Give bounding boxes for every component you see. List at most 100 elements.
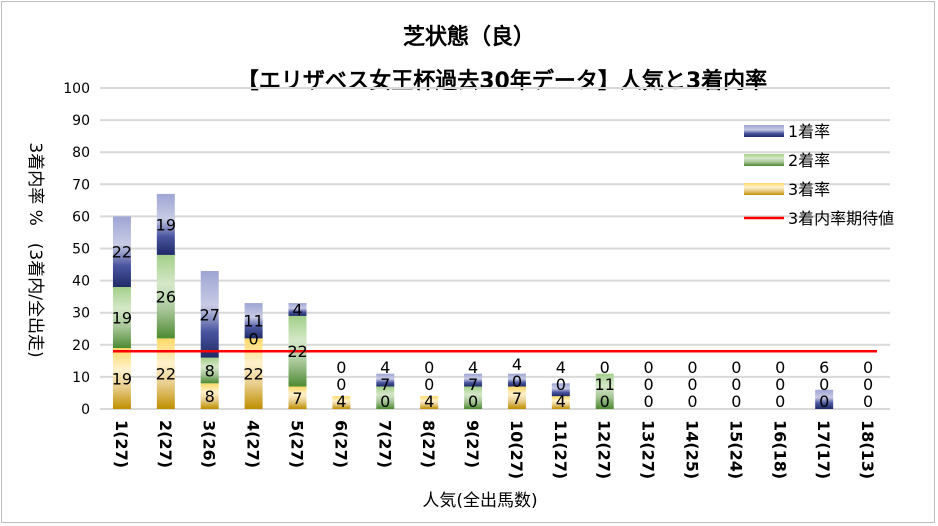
bar-segment-2: [112, 287, 131, 349]
data-label: 0: [731, 375, 741, 394]
legend-label: 1着率: [788, 122, 830, 141]
data-label: 22: [112, 243, 132, 262]
data-label: 0: [424, 375, 434, 394]
x-tick-label: 8(27): [419, 420, 438, 468]
x-tick-label: 12(27): [595, 420, 614, 479]
data-label: 7: [512, 389, 522, 408]
bar-segment-3: [464, 373, 483, 387]
data-label: 0: [556, 375, 566, 394]
y-tick-label: 100: [63, 81, 90, 97]
bar-segment-1: [244, 338, 263, 409]
x-tick-label: 2(27): [156, 420, 175, 468]
x-tick-label: 17(17): [814, 420, 833, 479]
bar-segment-3: [288, 303, 307, 316]
legend-label: 2着率: [788, 151, 830, 170]
legend-label: 3着率: [788, 180, 830, 199]
data-label: 4: [556, 392, 566, 411]
data-label: 0: [600, 392, 610, 411]
bar-segment-1: [112, 348, 131, 409]
x-tick-label: 15(24): [726, 420, 745, 479]
y-tick-label: 50: [72, 242, 90, 258]
data-label: 4: [512, 355, 522, 374]
y-tick-label: 10: [72, 370, 90, 386]
data-label: 4: [336, 392, 346, 411]
data-label: 0: [863, 392, 873, 411]
data-label: 4: [380, 358, 390, 377]
bar-segment-3: [156, 193, 175, 255]
bar-segment-2: [156, 254, 175, 339]
data-label: 0: [731, 392, 741, 411]
data-label: 0: [819, 392, 829, 411]
data-label: 0: [380, 392, 390, 411]
legend-label: 3着内率期待値: [788, 209, 894, 228]
data-label: 4: [468, 358, 478, 377]
data-label: 0: [600, 358, 610, 377]
bar-segment-1: [332, 396, 351, 409]
x-tick-label: 1(27): [112, 420, 131, 468]
data-label: 4: [556, 358, 566, 377]
bar-segment-2: [464, 386, 483, 409]
data-label: 0: [687, 375, 697, 394]
data-label: 0: [775, 358, 785, 377]
bar-segment-3: [551, 383, 570, 397]
data-label: 19: [112, 370, 132, 389]
y-tick-label: 80: [72, 145, 90, 161]
bar-segment-1: [420, 396, 439, 409]
y-tick-label: 90: [72, 113, 90, 129]
data-label: 0: [731, 358, 741, 377]
y-tick-label: 40: [72, 274, 90, 290]
bar-segment-1: [551, 396, 570, 409]
bar-segment-1: [288, 386, 307, 409]
bar-segment-3: [376, 373, 395, 387]
x-tick-label: 9(27): [463, 420, 482, 468]
data-label: 0: [644, 375, 654, 394]
data-label: 22: [156, 365, 176, 384]
y-tick-label: 0: [81, 402, 90, 418]
data-label: 4: [424, 392, 434, 411]
data-label: 0: [468, 392, 478, 411]
chart-subtitle: 【エリザベス女王杯過去30年データ】人気と3着内率: [237, 68, 767, 94]
data-label: 0: [336, 358, 346, 377]
bar-segment-3: [200, 270, 219, 358]
bar-segment-3: [112, 216, 131, 288]
x-tick-label: 3(26): [200, 420, 219, 468]
data-label: 0: [336, 375, 346, 394]
data-label: 26: [156, 288, 176, 307]
data-label: 11: [595, 375, 615, 394]
bar-segment-2: [595, 373, 614, 409]
bar-segment-3: [815, 389, 834, 409]
data-label: 8: [205, 387, 215, 406]
x-tick-label: 13(27): [639, 420, 658, 479]
data-label: 0: [512, 372, 522, 391]
data-label: 11: [243, 312, 263, 331]
x-tick-label: 10(27): [507, 420, 526, 479]
x-tick-label: 16(18): [770, 420, 789, 479]
data-label: 0: [863, 375, 873, 394]
y-tick-label: 60: [72, 209, 90, 225]
data-label: 0: [644, 392, 654, 411]
data-label: 7: [292, 389, 302, 408]
data-label: 0: [687, 358, 697, 377]
bar-segment-1: [200, 383, 219, 409]
x-tick-label: 5(27): [288, 420, 307, 468]
x-tick-label: 11(27): [551, 420, 570, 479]
bar-segment-1: [507, 386, 526, 409]
x-tick-label: 18(13): [858, 420, 877, 479]
chart-title: 芝状態（良）: [403, 24, 535, 50]
x-tick-label: 14(25): [683, 420, 702, 479]
data-label: 7: [380, 375, 390, 394]
x-axis-label: 人気(全出馬数): [422, 491, 537, 511]
data-label: 0: [775, 392, 785, 411]
data-label: 19: [156, 215, 176, 234]
y-tick-label: 20: [72, 338, 90, 354]
data-label: 0: [687, 392, 697, 411]
bar-segment-2: [376, 386, 395, 409]
y-axis-label: 3着内率 % (3着内/全出走): [25, 142, 45, 357]
bar-segment-2: [200, 357, 219, 384]
x-tick-label: 4(27): [244, 420, 263, 468]
data-label: 0: [249, 329, 259, 348]
x-tick-label: 7(27): [375, 420, 394, 468]
data-label: 0: [863, 358, 873, 377]
